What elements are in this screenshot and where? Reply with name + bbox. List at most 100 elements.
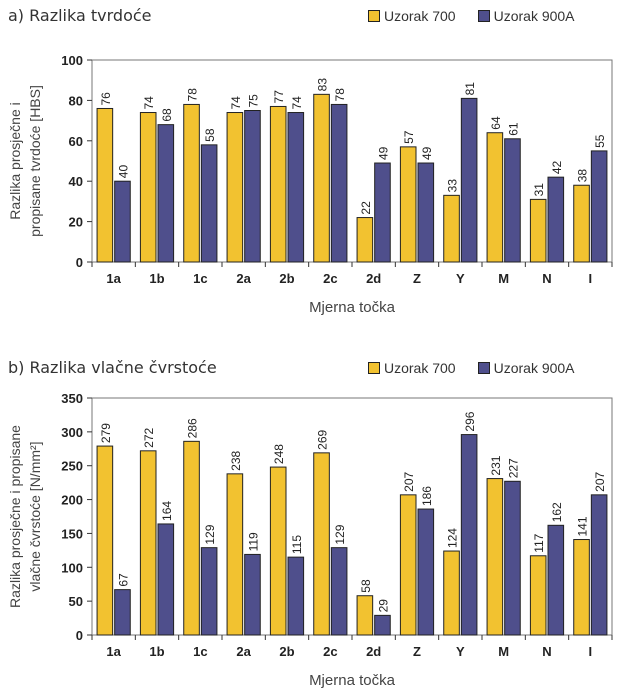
- x-tick-label: I: [589, 271, 593, 286]
- bar: [269, 466, 287, 636]
- plot-area: [91, 397, 613, 636]
- data-label: 55: [593, 134, 607, 148]
- chart-legend: Uzorak 700 Uzorak 900A: [368, 360, 575, 376]
- bar: [313, 452, 330, 636]
- bar: [287, 556, 305, 636]
- x-tick-label: 2c: [323, 271, 337, 286]
- bar: [157, 523, 175, 636]
- data-label: 227: [506, 458, 520, 478]
- bar: [486, 132, 504, 263]
- bar: [504, 138, 521, 263]
- bar: [330, 103, 348, 263]
- data-label: 22: [359, 201, 373, 215]
- y-axis-label: Razlika prosječne i propisane: [7, 425, 23, 608]
- x-tick-label: Y: [456, 271, 465, 286]
- bar: [399, 146, 417, 263]
- y-tick-label: 80: [69, 93, 83, 108]
- x-tick-label: 1b: [149, 271, 164, 286]
- chart-plot-tensile: 0 50 100 150 200 250 300 350 Razlika prosječne i…: [7, 391, 613, 689]
- data-label: 57: [402, 130, 416, 144]
- y-tick-label: 20: [69, 215, 83, 230]
- data-label: 186: [420, 486, 434, 506]
- legend-item-series-1: Uzorak 700: [368, 360, 456, 376]
- bar: [547, 176, 565, 263]
- bar: [460, 97, 478, 263]
- bar: [183, 440, 200, 636]
- x-tick-label: 1b: [149, 644, 164, 659]
- data-label: 77: [272, 90, 286, 104]
- x-tick-label: 2d: [366, 271, 381, 286]
- legend-swatch-series-1: [368, 362, 380, 374]
- y-tick-label: 100: [61, 53, 83, 68]
- bar: [244, 110, 261, 263]
- bar: [139, 112, 157, 263]
- x-tick-label: 1c: [193, 271, 207, 286]
- data-label: 162: [550, 502, 564, 522]
- data-label: 164: [160, 501, 174, 521]
- data-label: 279: [99, 423, 113, 443]
- x-tick-label: 2a: [236, 644, 251, 659]
- data-label: 286: [186, 418, 200, 438]
- y-tick-label: 0: [76, 628, 83, 643]
- data-label: 40: [116, 165, 130, 179]
- y-tick-label: 100: [61, 560, 83, 575]
- x-tick-label: 2c: [323, 644, 337, 659]
- bar: [547, 524, 565, 636]
- x-tick-label: I: [589, 644, 593, 659]
- bar: [269, 105, 287, 263]
- bar: [114, 589, 131, 636]
- data-label: 269: [316, 430, 330, 450]
- data-label: 83: [316, 78, 330, 92]
- data-label: 75: [246, 94, 260, 108]
- chart-title: a) Razlika tvrdoće: [8, 6, 152, 25]
- chart-legend: Uzorak 700 Uzorak 900A: [368, 8, 575, 24]
- bar: [443, 194, 460, 263]
- bar: [313, 93, 330, 263]
- chart-panel-hardness: a) Razlika tvrdoće Uzorak 700 Uzorak 900…: [0, 0, 630, 340]
- x-tick-label: 2b: [279, 644, 294, 659]
- x-tick-label: N: [542, 271, 551, 286]
- bar: [460, 434, 478, 636]
- data-label: 74: [229, 96, 243, 110]
- data-label: 74: [290, 96, 304, 110]
- bar: [139, 450, 157, 636]
- x-tick-label: M: [498, 271, 509, 286]
- bar: [573, 539, 590, 636]
- bar: [157, 124, 175, 263]
- data-label: 248: [272, 444, 286, 464]
- bar: [590, 150, 608, 263]
- x-tick-label: 1a: [106, 644, 121, 659]
- y-tick-label: 60: [69, 134, 83, 149]
- bar: [200, 144, 218, 263]
- data-label: 61: [506, 122, 520, 136]
- bar: [573, 184, 590, 263]
- x-tick-label: Z: [413, 271, 421, 286]
- y-tick-label: 350: [61, 391, 83, 406]
- bar: [417, 162, 435, 263]
- y-axis-label: Razlika prosječne i: [7, 102, 23, 220]
- data-label: 119: [246, 532, 260, 551]
- data-label: 58: [203, 128, 217, 142]
- bar: [417, 508, 435, 636]
- x-tick-label: 1a: [106, 271, 121, 286]
- bar: [356, 595, 374, 636]
- plot-area: [91, 59, 613, 263]
- x-tick-label: Z: [413, 644, 421, 659]
- bar: [330, 547, 348, 636]
- data-label: 49: [420, 146, 434, 160]
- legend-label-series-2: Uzorak 900A: [493, 360, 575, 376]
- data-label: 42: [550, 160, 564, 174]
- x-axis-label: Mjerna točka: [309, 299, 396, 316]
- bar: [399, 494, 417, 636]
- data-label: 81: [463, 82, 477, 96]
- x-tick-label: 2d: [366, 644, 381, 659]
- data-label: 207: [593, 471, 607, 491]
- data-label: 74: [142, 96, 156, 110]
- data-label: 31: [532, 183, 546, 197]
- bar: [504, 480, 521, 636]
- legend-swatch-series-2: [477, 10, 490, 22]
- data-label: 58: [359, 579, 373, 593]
- legend-swatch-series-1: [368, 10, 380, 22]
- bar: [183, 103, 200, 263]
- bar: [96, 107, 114, 263]
